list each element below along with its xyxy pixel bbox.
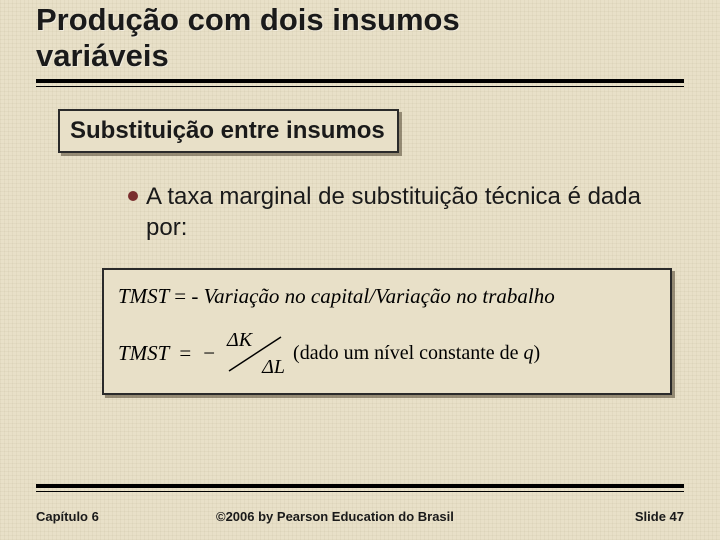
footer-copyright: ©2006 by Pearson Education do Brasil	[186, 509, 584, 524]
formula1-eq-text: = -	[174, 284, 198, 308]
footer: Capítulo 6 ©2006 by Pearson Education do…	[36, 509, 684, 524]
slide: Produção com dois insumos variáveis Subs…	[0, 0, 720, 540]
formula2-eq: =	[175, 341, 195, 366]
formula-line-2: TMST = − ΔK ΔL (dado um nível constante …	[118, 331, 656, 377]
formula1-lhs: TMST	[118, 284, 169, 308]
subtitle-box: Substituição entre insumos	[58, 109, 399, 153]
bullet-text: A taxa marginal de substituição técnica …	[146, 181, 654, 243]
footer-rule	[36, 484, 684, 492]
footer-chapter: Capítulo 6	[36, 509, 186, 524]
fraction-denominator: ΔL	[262, 356, 285, 379]
title-line-1: Produção com dois insumos	[36, 2, 460, 37]
formula2-fraction: ΔK ΔL	[223, 331, 287, 377]
cond-pre: (dado um nível constante de	[293, 342, 524, 364]
cond-var: q	[524, 342, 534, 364]
footer-slide-number: Slide 47	[584, 509, 684, 524]
slide-title: Produção com dois insumos variáveis	[36, 0, 684, 73]
bullet-item: A taxa marginal de substituição técnica …	[128, 181, 654, 243]
formula2-neg: −	[201, 341, 217, 366]
title-rule	[36, 79, 684, 87]
formula1-rhs: Variação no capital/Variação no trabalho	[204, 284, 555, 308]
subtitle-text: Substituição entre insumos	[70, 117, 385, 144]
bullet-dot-icon	[128, 191, 138, 201]
title-line-2: variáveis	[36, 38, 169, 73]
formula-box: TMST = - Variação no capital/Variação no…	[102, 268, 672, 395]
cond-post: )	[534, 342, 541, 364]
formula2-condition: (dado um nível constante de q)	[293, 342, 540, 365]
formula1-eq: = -	[174, 284, 203, 308]
formula2-lhs: TMST	[118, 341, 169, 366]
formula-line-1: TMST = - Variação no capital/Variação no…	[118, 284, 656, 309]
